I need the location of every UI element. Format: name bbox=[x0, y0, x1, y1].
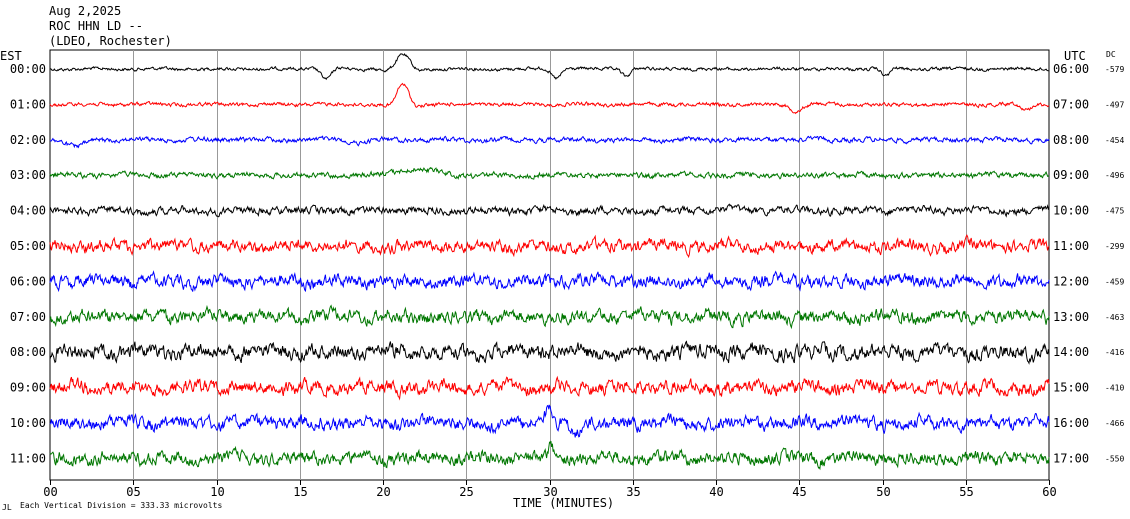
utc-hour-label: 07:00 bbox=[1053, 97, 1089, 111]
trace-line-0900 bbox=[49, 375, 1050, 401]
dc-axis-title: DC bbox=[1106, 50, 1116, 59]
x-tick-label: 45 bbox=[792, 485, 806, 499]
est-hour-label: 00:00 bbox=[10, 62, 46, 76]
station-label: ROC HHN LD -- bbox=[49, 19, 143, 33]
x-tick-label: 25 bbox=[459, 485, 473, 499]
utc-hour-label: 17:00 bbox=[1053, 451, 1089, 465]
x-tick-label: 40 bbox=[709, 485, 723, 499]
dc-offset-label: -466 bbox=[1105, 419, 1124, 428]
dc-offset-label: -475 bbox=[1105, 207, 1124, 216]
trace-line-0200 bbox=[49, 135, 1050, 149]
est-hour-label: 06:00 bbox=[10, 274, 46, 288]
x-tick-label: 20 bbox=[376, 485, 390, 499]
trace-line-0300 bbox=[49, 166, 1050, 180]
x-tick-label: 10 bbox=[210, 485, 224, 499]
date-label: Aug 2,2025 bbox=[49, 4, 122, 18]
utc-hour-label: 15:00 bbox=[1053, 381, 1089, 395]
dc-offset-label: -416 bbox=[1105, 348, 1124, 357]
est-hour-label: 01:00 bbox=[10, 97, 46, 111]
utc-hour-label: 11:00 bbox=[1053, 239, 1089, 253]
network-label: (LDEO, Rochester) bbox=[49, 34, 172, 48]
utc-hour-label: 10:00 bbox=[1053, 204, 1089, 218]
x-tick-label: 15 bbox=[293, 485, 307, 499]
est-hour-label: 05:00 bbox=[10, 239, 46, 253]
x-tick-label: 60 bbox=[1042, 485, 1056, 499]
trace-line-0100 bbox=[49, 82, 1050, 115]
dc-offset-label: -497 bbox=[1105, 100, 1124, 109]
trace-line-0500 bbox=[49, 234, 1050, 259]
footer-mark: JL bbox=[2, 503, 12, 512]
dc-offset-label: -459 bbox=[1105, 277, 1124, 286]
utc-hour-label: 06:00 bbox=[1053, 62, 1089, 76]
utc-hour-label: 13:00 bbox=[1053, 310, 1089, 324]
scale-note: Each Vertical Division = 333.33 microvol… bbox=[20, 501, 223, 510]
x-tick-label: 00 bbox=[43, 485, 57, 499]
est-hour-label: 02:00 bbox=[10, 133, 46, 147]
utc-axis-title: UTC bbox=[1064, 49, 1086, 63]
est-hour-label: 07:00 bbox=[10, 310, 46, 324]
trace-line-0000 bbox=[49, 52, 1050, 81]
dc-offset-label: -454 bbox=[1105, 136, 1124, 145]
trace-line-1100 bbox=[49, 440, 1050, 471]
est-axis-title: EST bbox=[0, 49, 22, 63]
est-hour-label: 03:00 bbox=[10, 168, 46, 182]
dc-offset-label: -579 bbox=[1105, 65, 1124, 74]
utc-hour-label: 08:00 bbox=[1053, 133, 1089, 147]
x-tick-label: 50 bbox=[876, 485, 890, 499]
utc-hour-label: 14:00 bbox=[1053, 345, 1089, 359]
utc-hour-label: 16:00 bbox=[1053, 416, 1089, 430]
est-hour-label: 11:00 bbox=[10, 451, 46, 465]
trace-line-0600 bbox=[49, 270, 1050, 293]
est-hour-label: 09:00 bbox=[10, 381, 46, 395]
est-hour-label: 04:00 bbox=[10, 204, 46, 218]
est-hour-label: 08:00 bbox=[10, 345, 46, 359]
dc-offset-label: -410 bbox=[1105, 384, 1124, 393]
est-hour-label: 10:00 bbox=[10, 416, 46, 430]
dc-offset-label: -496 bbox=[1105, 171, 1124, 180]
trace-line-1000 bbox=[49, 404, 1050, 438]
utc-hour-label: 09:00 bbox=[1053, 168, 1089, 182]
x-tick-label: 55 bbox=[959, 485, 973, 499]
x-axis-label: TIME (MINUTES) bbox=[513, 496, 615, 510]
trace-line-0700 bbox=[49, 304, 1050, 330]
x-tick-label: 05 bbox=[126, 485, 140, 499]
x-tick-label: 30 bbox=[543, 485, 557, 499]
dc-offset-label: -299 bbox=[1105, 242, 1124, 251]
dc-offset-label: -550 bbox=[1105, 454, 1124, 463]
dc-offset-label: -463 bbox=[1105, 313, 1124, 322]
trace-line-0400 bbox=[49, 203, 1050, 218]
utc-hour-label: 12:00 bbox=[1053, 274, 1089, 288]
plot-frame bbox=[49, 49, 1050, 481]
x-tick-label: 35 bbox=[626, 485, 640, 499]
trace-line-0800 bbox=[49, 340, 1050, 365]
